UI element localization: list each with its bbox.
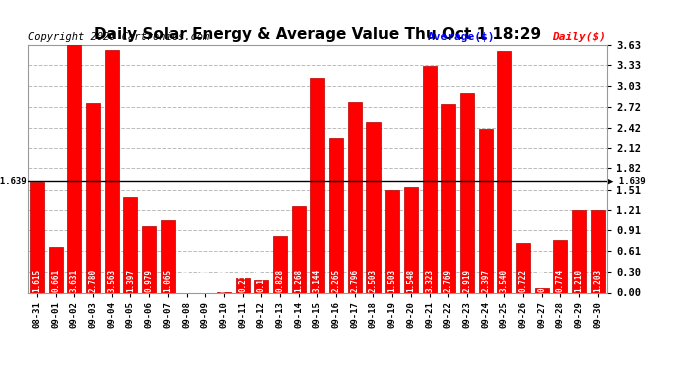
Text: 1.210: 1.210	[575, 269, 584, 292]
Bar	[535, 288, 549, 292]
Bar	[255, 280, 268, 292]
Bar	[460, 93, 474, 292]
Text: 1.615: 1.615	[32, 269, 41, 292]
Bar	[422, 66, 437, 292]
Bar	[385, 190, 400, 292]
Bar	[86, 103, 100, 292]
Bar	[366, 122, 380, 292]
Bar	[479, 129, 493, 292]
Text: 1.397: 1.397	[126, 269, 135, 292]
Bar	[329, 138, 343, 292]
Text: 0.216: 0.216	[238, 269, 247, 292]
Text: 3.144: 3.144	[313, 269, 322, 292]
Text: 1.268: 1.268	[294, 269, 303, 292]
Bar	[553, 240, 567, 292]
Bar	[235, 278, 250, 292]
Bar	[105, 50, 119, 292]
Text: 2.769: 2.769	[444, 269, 453, 292]
Text: 2.503: 2.503	[369, 269, 378, 292]
Text: 1.203: 1.203	[593, 269, 602, 292]
Text: 0.000: 0.000	[201, 269, 210, 292]
Text: 3.323: 3.323	[425, 269, 434, 292]
Text: 2.265: 2.265	[332, 269, 341, 292]
Text: 1.065: 1.065	[164, 269, 172, 292]
Text: Daily($): Daily($)	[552, 32, 606, 42]
Text: ▶ 1.639: ▶ 1.639	[0, 176, 27, 185]
Text: 0.979: 0.979	[145, 269, 154, 292]
Text: Average($): Average($)	[428, 32, 495, 42]
Bar	[442, 104, 455, 292]
Text: 0.000: 0.000	[182, 269, 191, 292]
Bar	[161, 220, 175, 292]
Bar	[572, 210, 586, 292]
Text: ▶ 1.639: ▶ 1.639	[608, 176, 646, 185]
Bar	[310, 78, 324, 292]
Text: 3.540: 3.540	[500, 269, 509, 292]
Text: 0.774: 0.774	[556, 269, 565, 292]
Text: 2.796: 2.796	[351, 269, 359, 292]
Text: Copyright 2020 Cartronics.com: Copyright 2020 Cartronics.com	[28, 32, 209, 42]
Text: 1.548: 1.548	[406, 269, 415, 292]
Bar	[142, 226, 156, 292]
Bar	[124, 197, 137, 292]
Text: 3.563: 3.563	[107, 269, 116, 292]
Title: Daily Solar Energy & Average Value Thu Oct 1 18:29: Daily Solar Energy & Average Value Thu O…	[94, 27, 541, 42]
Text: 3.631: 3.631	[70, 269, 79, 292]
Bar	[273, 236, 287, 292]
Bar	[48, 248, 63, 292]
Bar	[30, 182, 44, 292]
Bar	[292, 206, 306, 292]
Bar	[404, 187, 418, 292]
Text: 0.010: 0.010	[219, 269, 228, 292]
Text: 0.661: 0.661	[51, 269, 60, 292]
Text: 2.780: 2.780	[88, 269, 97, 292]
Bar	[516, 243, 530, 292]
Text: 2.919: 2.919	[462, 269, 471, 292]
Text: 2.397: 2.397	[481, 269, 490, 292]
Text: 0.177: 0.177	[257, 269, 266, 292]
Text: 0.828: 0.828	[275, 269, 284, 292]
Bar	[348, 102, 362, 292]
Bar	[591, 210, 605, 292]
Text: 0.722: 0.722	[519, 269, 528, 292]
Bar	[68, 45, 81, 292]
Bar	[497, 51, 511, 292]
Text: 0.063: 0.063	[538, 269, 546, 292]
Text: 1.503: 1.503	[388, 269, 397, 292]
